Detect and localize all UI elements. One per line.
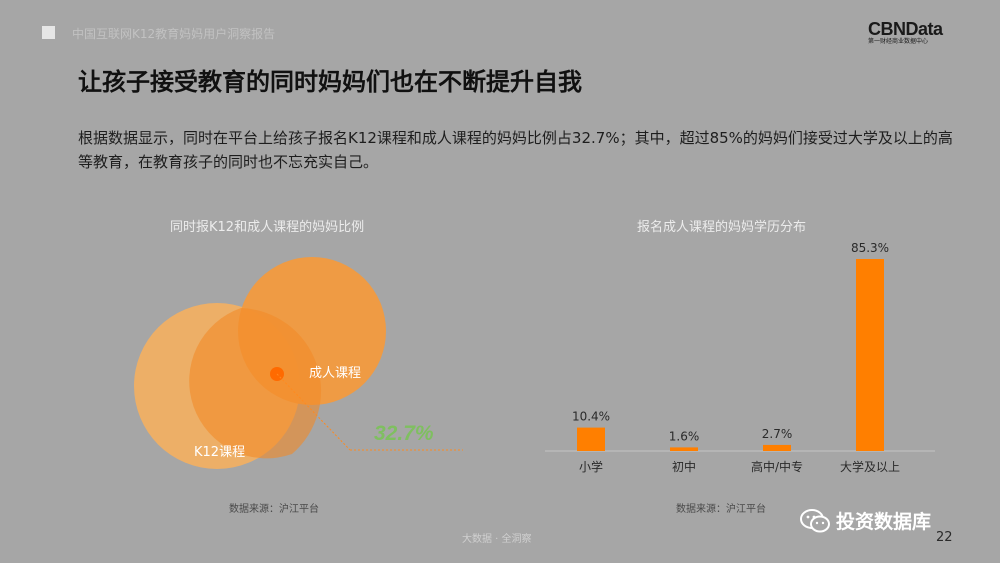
wechat-icon bbox=[800, 508, 830, 532]
bar-3 bbox=[856, 259, 884, 451]
venn-intersection bbox=[189, 308, 322, 459]
logo-text: CBNData bbox=[868, 19, 943, 39]
cbndata-logo: CBNData 第一财经商业数据中心 bbox=[868, 20, 964, 46]
bar-category-label-2: 高中/中专 bbox=[751, 459, 803, 474]
venn-source: 数据来源：沪江平台 bbox=[229, 504, 319, 515]
venn-chart-title: 同时报K12和成人课程的妈妈比例 bbox=[170, 220, 365, 235]
venn-leader-line bbox=[276, 373, 351, 451]
bar-1 bbox=[670, 447, 698, 451]
page-title: 让孩子接受教育的同时妈妈们也在不断提升自我 bbox=[78, 68, 582, 96]
bar-category-label-1: 初中 bbox=[672, 459, 696, 474]
bar-source: 数据来源：沪江平台 bbox=[676, 504, 766, 515]
logo-subtext: 第一财经商业数据中心 bbox=[868, 38, 929, 45]
header-square bbox=[42, 26, 55, 39]
venn-label-adult: 成人课程 bbox=[309, 366, 361, 381]
watermark-text: 投资数据库 bbox=[836, 511, 932, 533]
page-number: 22 bbox=[936, 530, 953, 545]
bar-0 bbox=[577, 427, 605, 451]
bar-chart: 10.4% 小学 1.6% 初中 2.7% 高中/中专 85.3% 大学及以上 bbox=[545, 241, 935, 474]
footer-slogan: 大数据 · 全洞察 bbox=[462, 534, 532, 545]
bar-2 bbox=[763, 444, 791, 451]
bar-value-label-0: 10.4% bbox=[572, 410, 610, 424]
bar-value-label-2: 2.7% bbox=[762, 427, 793, 441]
bar-value-label-1: 1.6% bbox=[669, 429, 700, 443]
venn-chart: 成人课程 K12课程 32.7% bbox=[134, 257, 463, 469]
bar-category-label-3: 大学及以上 bbox=[840, 459, 900, 474]
venn-label-k12: K12课程 bbox=[194, 445, 245, 460]
bar-chart-title: 报名成人课程的妈妈学历分布 bbox=[637, 220, 807, 235]
venn-intersection-value: 32.7% bbox=[374, 422, 434, 445]
description-text: 根据数据显示，同时在平台上给孩子报名K12课程和成人课程的妈妈比例占32.7%；… bbox=[78, 129, 953, 171]
header-caption: 中国互联网K12教育妈妈用户洞察报告 bbox=[72, 27, 276, 41]
watermark: 投资数据库 bbox=[800, 507, 931, 534]
bar-value-label-3: 85.3% bbox=[851, 241, 889, 255]
bar-category-label-0: 小学 bbox=[579, 459, 603, 474]
